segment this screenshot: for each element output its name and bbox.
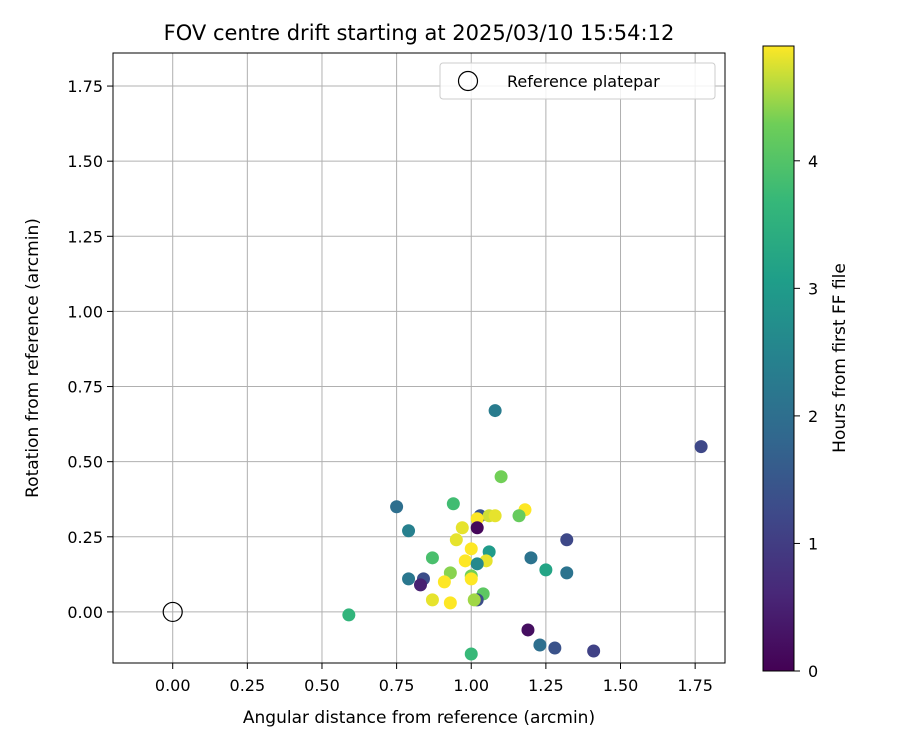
x-tick-label: 1.25 xyxy=(528,676,564,695)
colorbar-tick-label: 4 xyxy=(808,152,818,171)
data-point xyxy=(560,533,574,547)
colorbar-frame xyxy=(762,45,795,672)
data-point xyxy=(470,521,484,535)
y-tick-label: 1.00 xyxy=(67,302,103,321)
x-axis-ticks: 0.00 0.25 0.50 0.75 1.00 1.25 1.50 1.75 xyxy=(155,663,713,695)
legend-box xyxy=(439,62,716,100)
data-point xyxy=(533,638,547,652)
data-point xyxy=(437,575,451,589)
colorbar-tick-label: 2 xyxy=(808,407,818,426)
data-point xyxy=(539,563,553,577)
data-point xyxy=(402,572,416,586)
data-point xyxy=(524,551,538,565)
data-point xyxy=(425,551,439,565)
data-point xyxy=(449,533,463,547)
x-tick-label: 1.00 xyxy=(453,676,489,695)
data-point xyxy=(446,497,460,511)
x-tick-label: 0.25 xyxy=(230,676,266,695)
colorbar-ticks: 0 1 2 3 4 xyxy=(794,152,818,681)
y-tick-label: 1.25 xyxy=(67,227,103,246)
colorbar-label: Hours from first FF file xyxy=(830,263,850,453)
plot-frame xyxy=(112,52,726,664)
data-point xyxy=(560,566,574,580)
colorbar-gradient xyxy=(763,46,794,671)
y-axis-ticks: 0.00 0.25 0.50 0.75 1.00 1.25 1.50 1.75 xyxy=(67,77,113,622)
y-tick-label: 0.25 xyxy=(67,528,103,547)
y-tick-label: 0.00 xyxy=(67,603,103,622)
data-point xyxy=(390,500,404,514)
data-point xyxy=(425,593,439,607)
data-point xyxy=(342,608,356,622)
colorbar-tick-label: 3 xyxy=(808,279,818,298)
data-point xyxy=(488,404,502,418)
x-tick-label: 0.50 xyxy=(304,676,340,695)
data-point xyxy=(494,470,508,484)
x-tick-label: 0.00 xyxy=(155,676,191,695)
y-tick-label: 0.75 xyxy=(67,378,103,397)
colorbar: 0 1 2 3 4 Hours from first FF file xyxy=(762,45,850,681)
data-point xyxy=(521,623,535,637)
x-tick-label: 1.50 xyxy=(603,676,639,695)
y-tick-label: 1.50 xyxy=(67,152,103,171)
data-point xyxy=(443,596,457,610)
data-point xyxy=(587,644,601,658)
data-point xyxy=(413,578,427,592)
data-point xyxy=(470,512,484,526)
x-axis-label: Angular distance from reference (arcmin) xyxy=(243,708,595,728)
y-axis-label: Rotation from reference (arcmin) xyxy=(23,218,43,498)
data-points xyxy=(342,404,708,661)
data-point xyxy=(402,524,416,538)
reference-layer xyxy=(162,601,183,623)
colorbar-tick-label: 0 xyxy=(808,662,818,681)
grid-lines xyxy=(113,53,725,663)
x-tick-label: 1.75 xyxy=(677,676,713,695)
legend: Reference platepar xyxy=(439,62,716,100)
reference-platepar-marker xyxy=(162,601,183,623)
x-tick-label: 0.75 xyxy=(379,676,415,695)
data-point xyxy=(464,572,478,586)
data-point xyxy=(458,554,472,568)
colorbar-tick-label: 1 xyxy=(808,534,818,553)
legend-label: Reference platepar xyxy=(507,72,660,91)
y-tick-label: 0.50 xyxy=(67,453,103,472)
data-point xyxy=(464,647,478,661)
data-point xyxy=(470,557,484,571)
data-point xyxy=(488,509,502,523)
y-tick-label: 1.75 xyxy=(67,77,103,96)
chart-title: FOV centre drift starting at 2025/03/10 … xyxy=(164,21,675,45)
data-point xyxy=(455,521,469,535)
data-point xyxy=(694,440,708,454)
data-point xyxy=(548,641,562,655)
legend-marker-icon xyxy=(457,70,479,92)
data-point xyxy=(467,593,481,607)
data-point xyxy=(464,542,478,556)
data-point xyxy=(512,509,526,523)
